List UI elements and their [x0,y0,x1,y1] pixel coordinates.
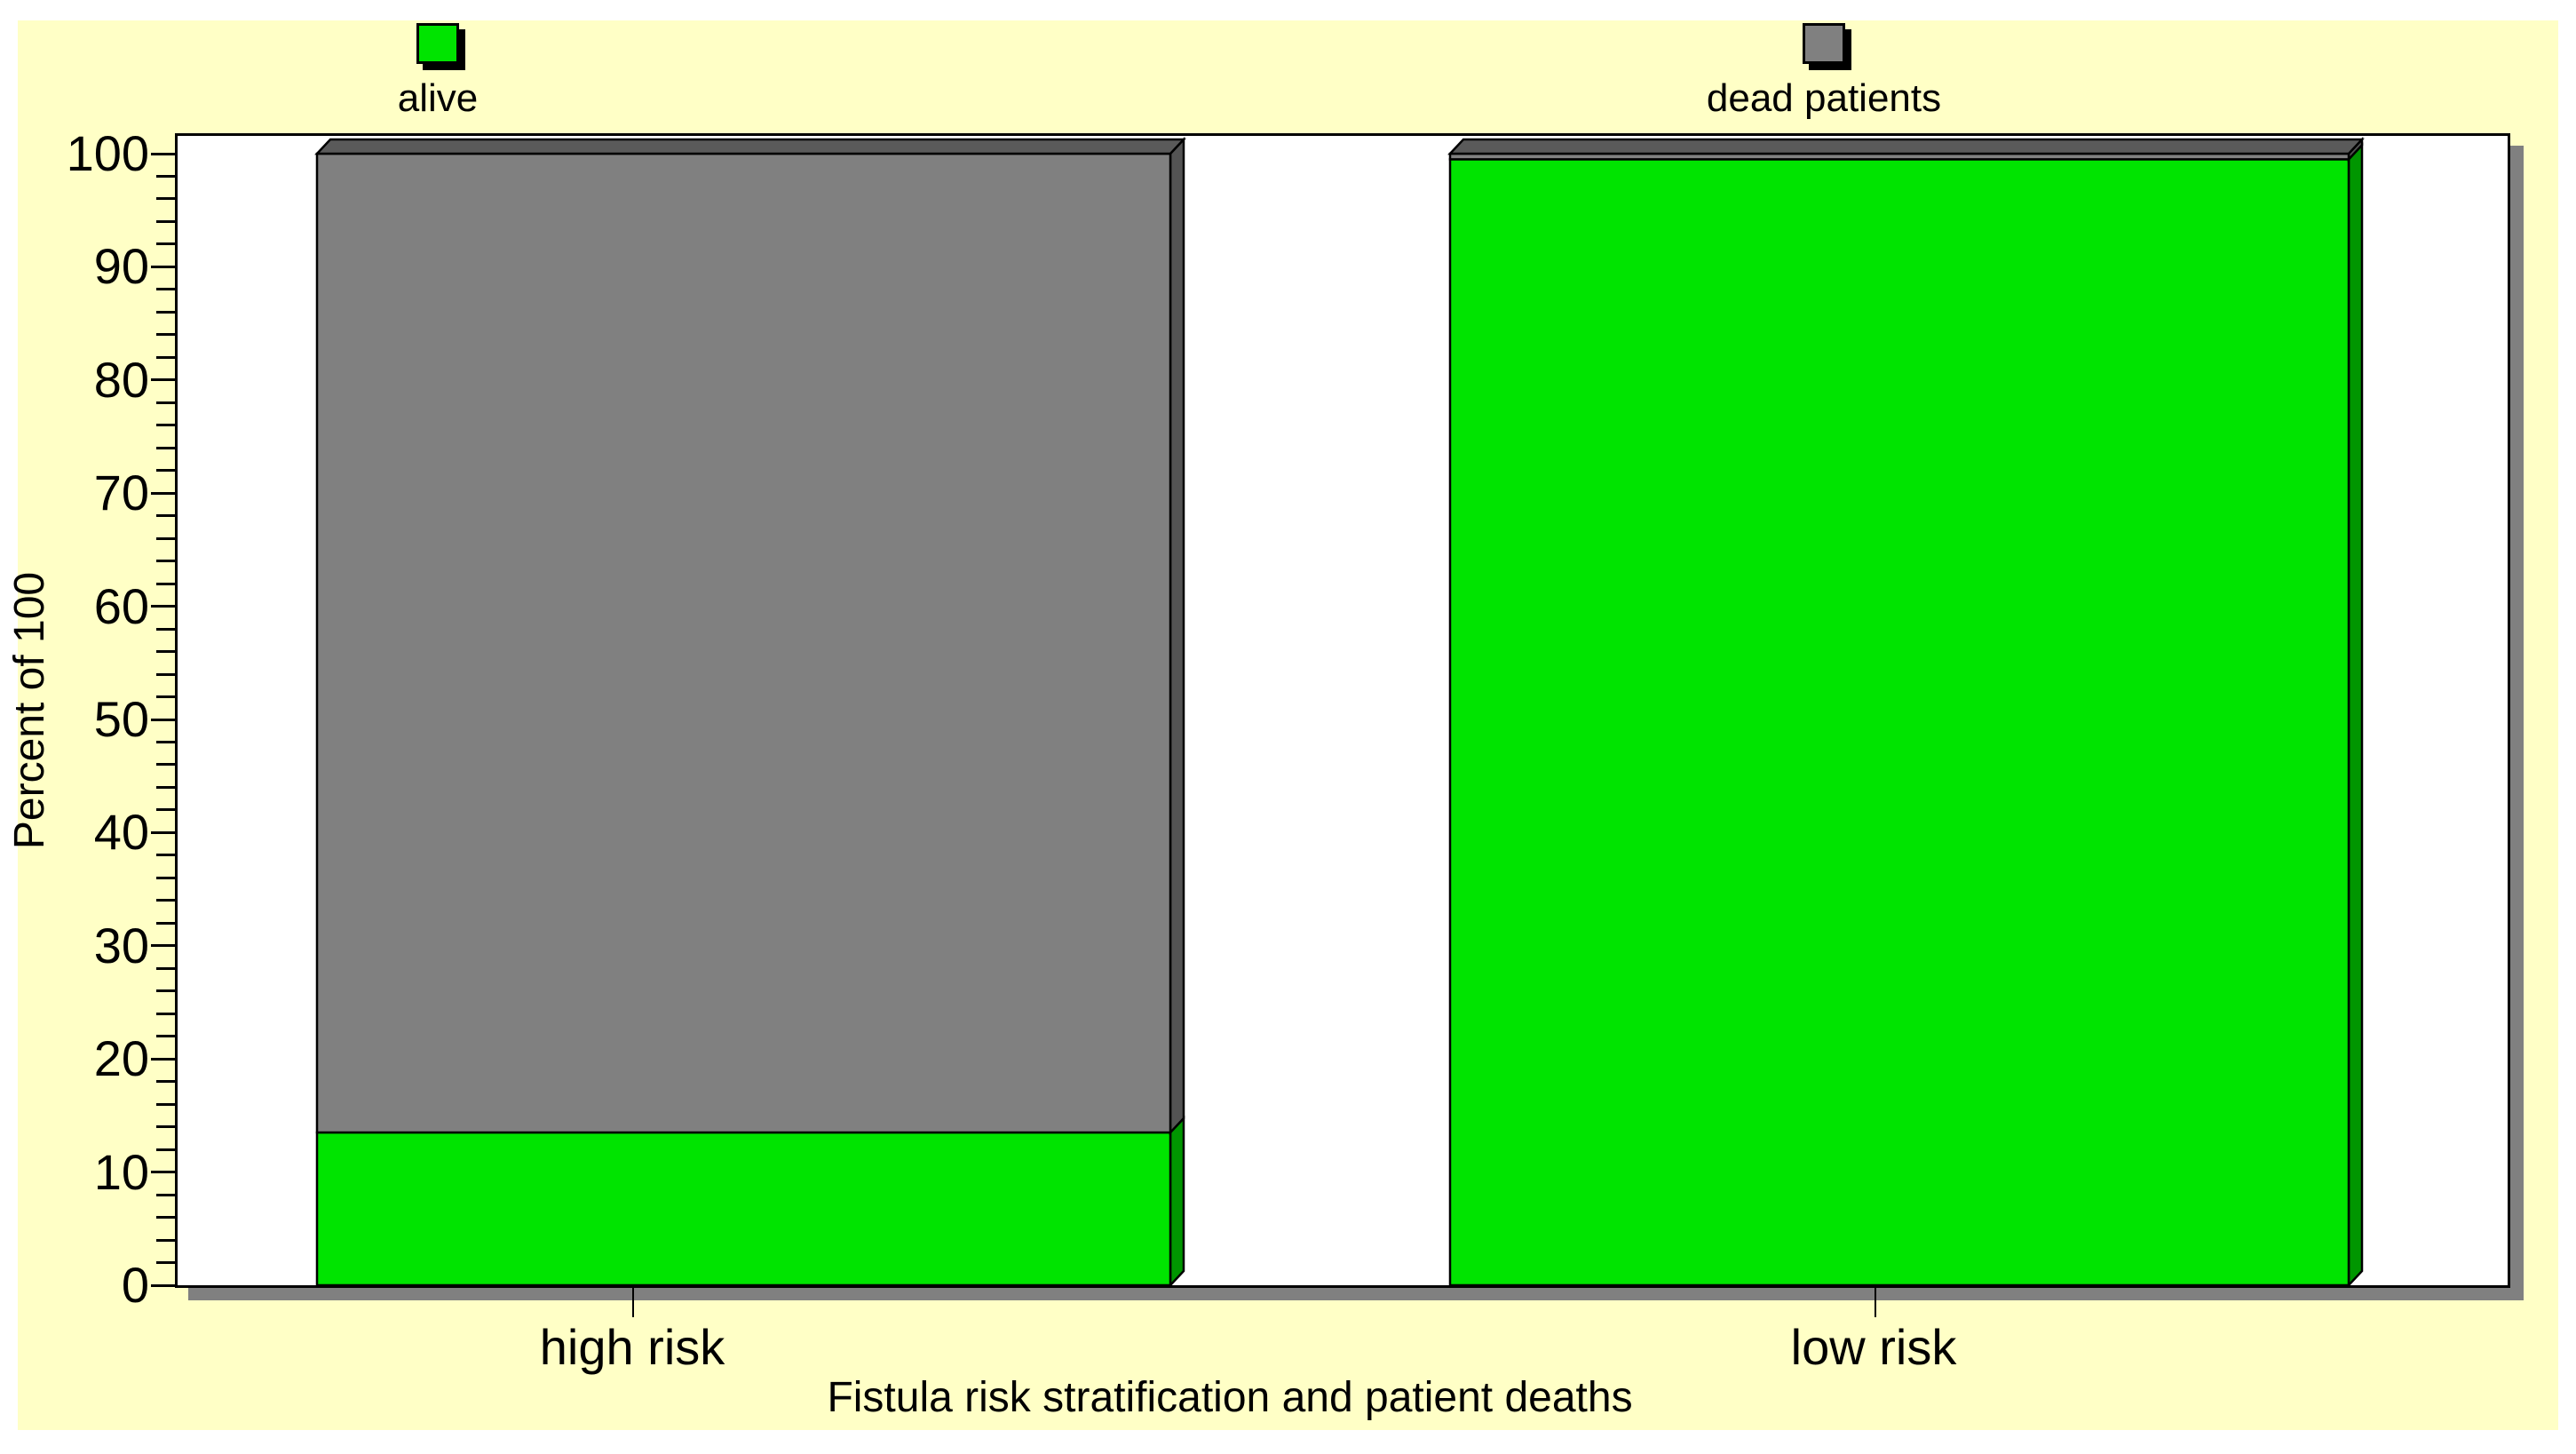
y-minor-tick [156,1261,175,1265]
bar-high-risk-dead-patients-segment [315,152,1172,1134]
y-tick-label: 20 [93,1030,149,1087]
y-minor-tick [156,401,175,404]
y-minor-tick [156,1125,175,1129]
y-major-tick [151,830,175,834]
legend-swatch-dead-patients [1803,23,1845,64]
y-minor-tick [156,446,175,449]
x-tick-high-risk [632,1288,634,1317]
y-minor-tick [156,650,175,654]
y-minor-tick [156,876,175,879]
y-minor-tick [156,288,175,291]
y-minor-tick [156,763,175,767]
x-axis-title: Fistula risk stratification and patient … [827,1374,1633,1421]
legend-label-alive: alive [397,76,479,120]
y-major-tick [151,944,175,948]
y-major-tick [151,152,175,155]
legend-item-dead-patients: dead patients [1646,23,2001,119]
y-minor-tick [156,174,175,178]
y-minor-tick [156,219,175,223]
y-axis-title: Percent of 100 [6,571,53,850]
y-minor-tick [156,808,175,812]
y-minor-tick [156,469,175,473]
y-minor-tick [156,989,175,993]
y-tick-label: 40 [93,804,149,861]
bar-high-risk-alive-segment [315,1131,1172,1287]
y-minor-tick [156,785,175,789]
y-minor-tick [156,921,175,925]
y-minor-tick [156,536,175,540]
bar-low-risk-alive-segment [1448,158,2350,1287]
bar-high-risk-alive-side [1169,1115,1185,1289]
y-minor-tick [156,1012,175,1015]
legend-item-alive: alive [260,23,615,119]
y-tick-label: 100 [66,125,149,181]
y-major-tick [151,1283,175,1287]
y-minor-tick [156,899,175,902]
y-major-tick [151,378,175,382]
legend-label-dead-patients: dead patients [1706,76,1942,120]
y-major-tick [151,265,175,268]
y-major-tick [151,491,175,495]
y-minor-tick [156,1193,175,1196]
y-tick-label: 10 [93,1143,149,1200]
y-minor-tick [156,966,175,970]
y-minor-tick [156,854,175,857]
bar-high-risk-top-face [314,138,1186,155]
y-tick-label: 0 [121,1257,149,1313]
y-minor-tick [156,1035,175,1038]
y-major-tick [151,718,175,721]
y-minor-tick [156,1216,175,1220]
y-minor-tick [156,242,175,246]
y-minor-tick [156,672,175,676]
y-tick-label: 50 [93,691,149,747]
y-tick-label: 70 [93,465,149,521]
y-minor-tick [156,424,175,427]
y-minor-tick [156,1080,175,1084]
y-minor-tick [156,197,175,201]
bar-low-risk-alive-side [2347,142,2364,1289]
bar-high-risk-dead-patients-side [1169,136,1185,1136]
y-tick-label: 80 [93,351,149,408]
y-major-tick [151,1171,175,1174]
y-tick-label: 60 [93,577,149,634]
y-minor-tick [156,560,175,563]
y-minor-tick [156,1148,175,1151]
legend-swatch-alive [416,23,459,64]
y-minor-tick [156,740,175,743]
x-category-label-low-risk: low risk [1790,1319,1957,1375]
y-minor-tick [156,310,175,314]
x-category-label-high-risk: high risk [539,1319,725,1375]
y-tick-label: 90 [93,238,149,295]
y-tick-label: 30 [93,917,149,973]
y-minor-tick [156,582,175,585]
y-minor-tick [156,627,175,631]
y-minor-tick [156,333,175,337]
x-tick-low-risk [1875,1288,1876,1317]
y-minor-tick [156,1102,175,1106]
y-minor-tick [156,1238,175,1242]
y-major-tick [151,1057,175,1061]
y-major-tick [151,605,175,608]
y-minor-tick [156,355,175,359]
y-minor-tick [156,695,175,699]
bar-low-risk-top-face [1447,138,2365,155]
y-minor-tick [156,514,175,518]
